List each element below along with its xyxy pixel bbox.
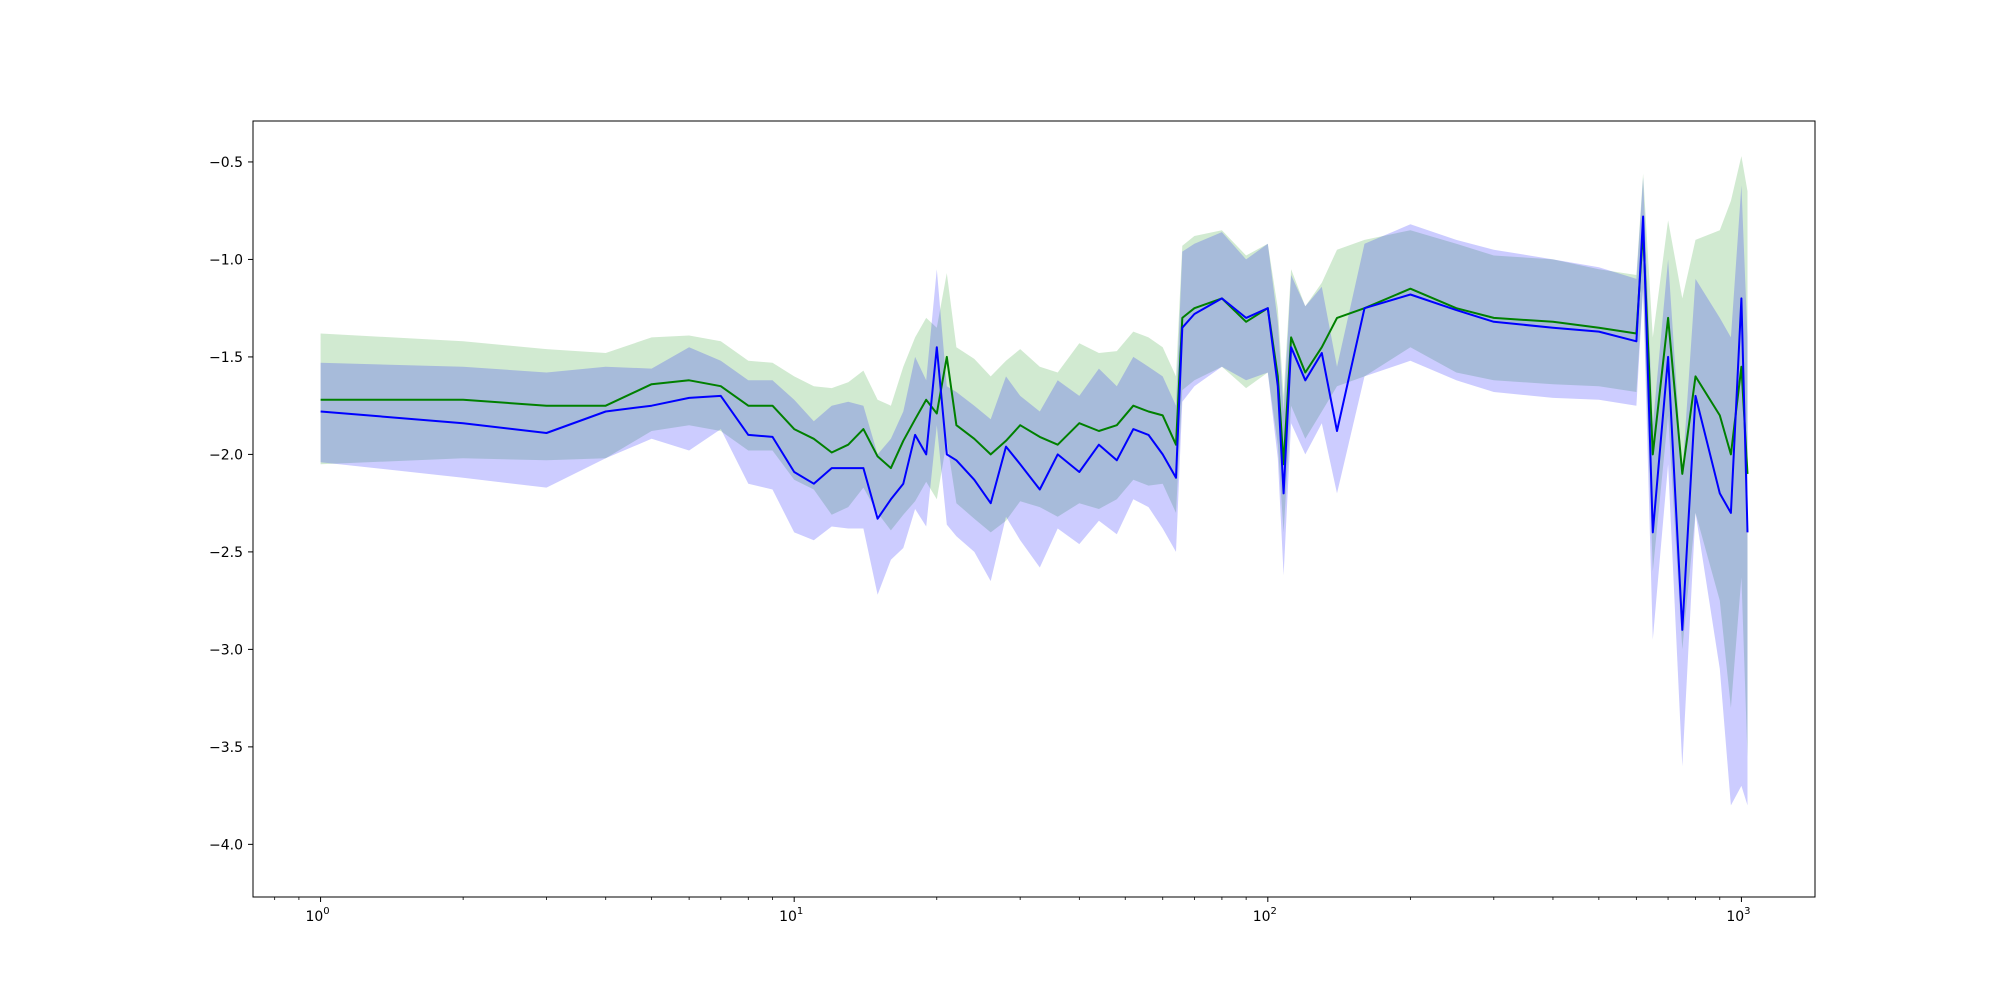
x-tick-label: 100 (305, 906, 329, 925)
axes-frame (252, 120, 1816, 898)
y-tick-label: −3.0 (209, 642, 243, 658)
confidence-bands (320, 156, 1748, 806)
x-tick-label: 102 (1253, 906, 1277, 925)
y-tick-label: −4.0 (209, 837, 243, 853)
x-tick-label: 101 (779, 906, 803, 925)
y-tick-label: −1.0 (209, 252, 243, 268)
line-series-1 (320, 229, 1749, 475)
y-tick-label: −0.5 (209, 155, 243, 171)
x-tick-label: 103 (1726, 906, 1750, 925)
band-series-2 (320, 177, 1748, 806)
y-tick-label: −2.5 (209, 545, 243, 561)
x-axis: 100 101 102 103 (274, 897, 1751, 925)
line-series-2 (320, 215, 1749, 631)
y-axis: −0.5 −1.0 −1.5 −2.0 −2.5 −3.0 −3.5 −4.0 (209, 155, 253, 853)
y-tick-label: −2.0 (209, 447, 243, 463)
y-tick-label: −3.5 (209, 740, 243, 756)
y-tick-label: −1.5 (209, 350, 243, 366)
series-lines (320, 215, 1749, 631)
band-series-1 (320, 156, 1748, 757)
